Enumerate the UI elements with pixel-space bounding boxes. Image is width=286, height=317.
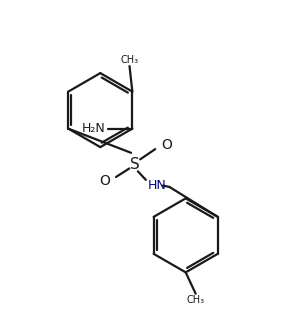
Text: H₂N: H₂N (82, 122, 106, 135)
Text: CH₃: CH₃ (186, 295, 205, 305)
Text: HN: HN (147, 179, 166, 192)
Text: O: O (162, 138, 172, 152)
Text: S: S (130, 157, 139, 172)
Text: CH₃: CH₃ (120, 55, 139, 65)
Text: O: O (100, 174, 110, 188)
